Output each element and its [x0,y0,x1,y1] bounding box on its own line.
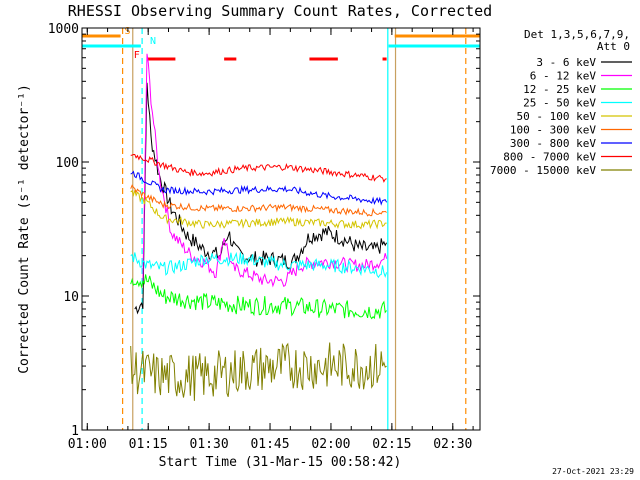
legend-label: 12 - 25 keV [523,83,596,96]
x-tick-label: 01:30 [190,437,229,452]
y-tick-label: 1000 [48,22,79,37]
x-tick-label: 02:15 [372,437,411,452]
detector-info-line-1: Det 1,3,5,6,7,9, [524,28,630,41]
chart-title: RHESSI Observing Summary Count Rates, Co… [68,2,492,20]
y-axis-label: Corrected Count Rate (s⁻¹ detector⁻¹) [17,84,32,374]
legend-label: 100 - 300 keV [510,124,596,137]
legend-label: 7000 - 15000 keV [490,164,596,177]
y-tick-label: 100 [56,156,79,171]
series-line-7 [130,154,387,183]
x-tick-label: 02:00 [311,437,350,452]
legend-label: 6 - 12 keV [530,70,597,83]
flag-label-f: F [134,50,140,61]
series-line-4 [130,188,387,230]
x-tick-label: 02:30 [433,437,472,452]
flag-label-n: N [150,36,156,47]
x-axis-label: Start Time (31-Mar-15 00:58:42) [159,455,402,470]
series-line-6 [130,170,388,206]
x-axis: 01:00 01:15 01:30 01:45 02:00 02:15 02:30 [68,28,474,452]
y-axis: 1 10 100 1000 [48,22,480,439]
footer-date: 27-Oct-2021 23:29 [552,467,634,476]
plot-frame [81,27,481,431]
y-tick-label: 1 [71,424,79,439]
legend-label: 25 - 50 keV [523,97,596,110]
legend-label: 3 - 6 keV [536,56,596,69]
series-line-3 [130,251,388,279]
x-tick-label: 01:00 [68,437,107,452]
x-tick-label: 01:45 [250,437,289,452]
flag-bars: SNF [82,26,480,61]
legend-label: 300 - 800 keV [510,137,596,150]
legend-label: 800 - 7000 keV [503,151,596,164]
x-tick-label: 01:15 [129,437,168,452]
y-tick-label: 10 [63,290,79,305]
detector-info-line-2: Att 0 [597,40,630,53]
data-series [130,53,388,401]
series-line-8 [130,342,387,401]
series-line-5 [130,184,387,217]
legend-label: 50 - 100 keV [517,110,597,123]
series-line-2 [130,274,387,320]
